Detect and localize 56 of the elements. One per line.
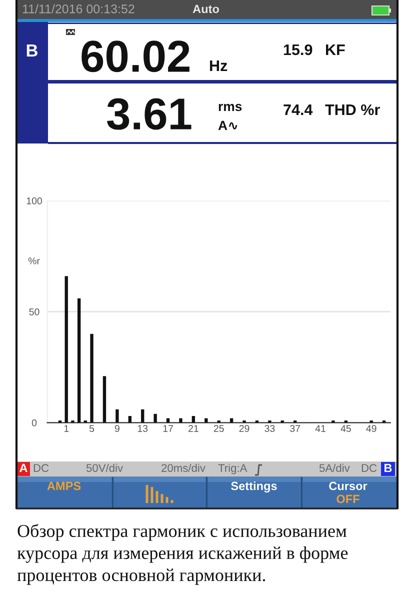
bar — [268, 420, 272, 423]
bar — [128, 416, 132, 423]
bar — [242, 420, 246, 423]
x-tick-label: 25 — [214, 425, 224, 432]
text: OFF — [336, 494, 360, 504]
text: DC — [362, 464, 377, 472]
text: Cursor — [329, 482, 368, 490]
x-tick-label: 41 — [315, 425, 326, 432]
bar — [332, 420, 335, 423]
text: 15.9 — [284, 44, 312, 56]
y-tick-label: 100 — [26, 197, 42, 204]
x-tick-label: 1 — [64, 425, 69, 432]
x-tick-label: 9 — [114, 425, 120, 432]
text: B — [26, 44, 38, 56]
x-tick-label: 37 — [290, 425, 300, 432]
x-tick-label: 13 — [138, 425, 148, 432]
text: Hz — [210, 60, 228, 71]
bar — [141, 409, 144, 423]
bar — [71, 420, 74, 423]
text: AMPS — [47, 482, 81, 490]
bar — [179, 418, 182, 423]
text: A∿ — [218, 120, 238, 130]
text: 50V/div — [86, 464, 124, 472]
text: B — [384, 464, 392, 472]
y-axis-title: %r — [28, 257, 40, 264]
x-tick-label: 17 — [163, 425, 173, 432]
x-tick-label: 45 — [340, 425, 351, 432]
text: DC — [34, 464, 49, 472]
bar — [192, 416, 196, 423]
x-tick-label: 49 — [366, 425, 376, 432]
bar — [90, 334, 94, 423]
bar — [102, 376, 106, 423]
x-tick-label: 33 — [264, 425, 275, 432]
text: 74.4 — [284, 104, 313, 115]
bar — [77, 298, 81, 423]
text: 5A/div — [319, 464, 350, 472]
text: THD %r — [325, 104, 380, 116]
text: Trig:A — [218, 464, 248, 474]
x-tick-label: 5 — [89, 425, 94, 432]
text: KF — [326, 44, 345, 55]
x-tick-label: 29 — [239, 425, 250, 432]
text: 11/11/2016 00:13:52 — [22, 4, 134, 14]
text: 20ms/div — [162, 464, 206, 472]
text: Auto — [192, 4, 219, 14]
text: Обзор спектра гармоник с использованием курсора для измерения искажений в форме процентов основной гармоники. — [17, 524, 348, 585]
text: 60.02 — [82, 40, 190, 72]
text: A — [20, 464, 28, 472]
x-tick-label: 21 — [188, 425, 198, 432]
text: Settings — [231, 481, 277, 493]
bar — [116, 409, 119, 423]
bar — [64, 276, 68, 423]
y-tick-label: 50 — [29, 308, 40, 316]
text: 3.61 — [107, 98, 192, 130]
text: rms — [218, 104, 242, 112]
bar — [154, 414, 157, 423]
y-tick-label: 0 — [32, 419, 37, 426]
